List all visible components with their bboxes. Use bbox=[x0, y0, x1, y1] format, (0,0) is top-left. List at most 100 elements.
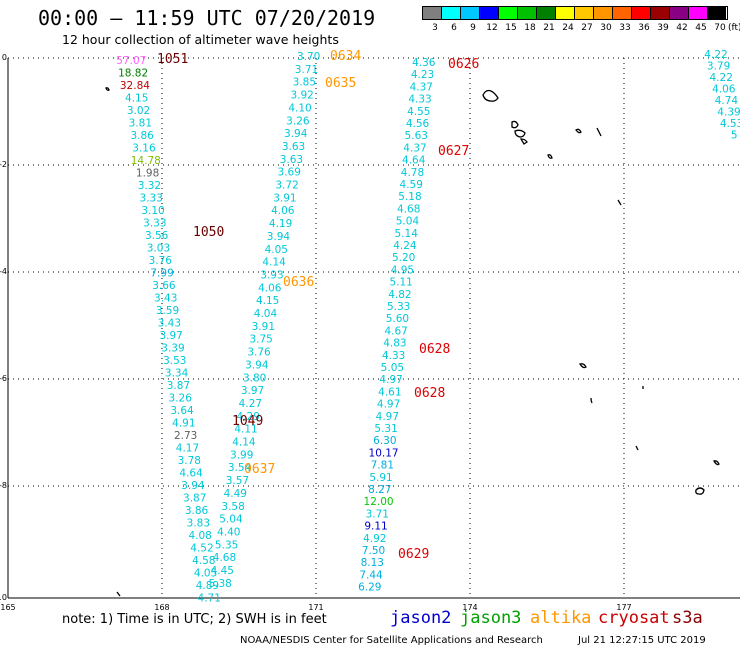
wave-height-value: 4.19 bbox=[269, 218, 292, 230]
wave-height-value: 4.58 bbox=[192, 555, 215, 567]
island-shape bbox=[617, 199, 622, 206]
wave-height-value: 5.33 bbox=[387, 301, 410, 313]
wave-height-value: 3.76 bbox=[149, 255, 173, 267]
wave-height-value: 3.91 bbox=[273, 192, 296, 204]
wave-height-value: 18.82 bbox=[118, 68, 148, 80]
wave-height-value: 4.97 bbox=[377, 399, 400, 411]
pass-label: 0626 bbox=[448, 57, 479, 72]
wave-height-value: 4.05 bbox=[194, 568, 217, 580]
wave-height-value: 4.68 bbox=[213, 552, 236, 564]
wave-height-value: 3.94 bbox=[267, 231, 291, 243]
wave-height-value: 3.33 bbox=[143, 218, 166, 230]
scale-swatch bbox=[631, 6, 650, 20]
wave-height-value: 5.31 bbox=[374, 423, 397, 435]
x-tick-label: 165 bbox=[0, 603, 15, 612]
wave-height-value: 4.39 bbox=[717, 107, 740, 119]
wave-height-value: 5.18 bbox=[398, 191, 421, 203]
wave-height-value: 4.22 bbox=[710, 72, 733, 84]
wave-height-value: 4.91 bbox=[172, 418, 195, 430]
wave-height-value: 3.59 bbox=[156, 305, 179, 317]
scale-label: 9 bbox=[470, 23, 476, 33]
wave-height-value: 3.85 bbox=[293, 77, 316, 89]
scale-swatch bbox=[460, 6, 479, 20]
wave-height-value: 3.71 bbox=[366, 508, 389, 520]
wave-height-value: 3.86 bbox=[130, 130, 154, 142]
pass-label: 1051 bbox=[157, 52, 188, 67]
pass-label: 1050 bbox=[193, 225, 224, 240]
wave-height-value: 9.11 bbox=[364, 521, 387, 533]
wave-height-value: 3.26 bbox=[286, 115, 310, 127]
wave-height-value: 3.97 bbox=[241, 385, 264, 397]
wave-height-value: 4.33 bbox=[382, 350, 405, 362]
wave-height-value: 3.81 bbox=[129, 118, 152, 130]
y-tick-label: -8 bbox=[0, 481, 7, 490]
wave-height-value: 4.82 bbox=[388, 289, 411, 301]
island-shape bbox=[695, 487, 705, 495]
scale-label: 30 bbox=[600, 23, 612, 33]
page-subtitle: 12 hour collection of altimeter wave hei… bbox=[62, 32, 339, 47]
wave-height-value: 4.23 bbox=[411, 69, 434, 81]
wave-height-value: 3.03 bbox=[147, 243, 170, 255]
wave-height-value: 3.93 bbox=[260, 269, 283, 281]
wave-height-value: 3.99 bbox=[230, 449, 253, 461]
wave-height-value: 3.83 bbox=[187, 518, 210, 530]
pass-label: 0628 bbox=[414, 386, 445, 401]
wave-height-value: 5.35 bbox=[215, 539, 238, 551]
wave-height-value: 3.78 bbox=[178, 455, 201, 467]
axis-ticks: 0 -2 -4 -6 -8 -10165 168 171 174 177 bbox=[0, 53, 632, 612]
wave-height-value: 4.53 bbox=[720, 118, 740, 130]
wave-height-value: 5.04 bbox=[219, 514, 243, 526]
wave-height-value: 4.55 bbox=[407, 106, 430, 118]
wave-height-value: 4.49 bbox=[224, 488, 247, 500]
wave-height-value: 2.73 bbox=[174, 430, 197, 442]
island-shape bbox=[105, 87, 110, 91]
wave-height-value: 5.20 bbox=[392, 252, 415, 264]
wave-height-value: 3.87 bbox=[167, 380, 190, 392]
scale-label: 15 bbox=[505, 23, 517, 33]
scale-swatch bbox=[517, 6, 536, 20]
wave-height-value: 5.38 bbox=[208, 578, 231, 590]
legend-jason2: jason2 bbox=[390, 608, 452, 628]
island-shape bbox=[590, 397, 593, 404]
scale-label: 70 bbox=[714, 23, 726, 33]
legend-s3a: s3a bbox=[672, 608, 703, 628]
pass-label: 0635 bbox=[325, 76, 356, 91]
wave-height-value: 3.43 bbox=[158, 318, 181, 330]
wave-height-value: 4.97 bbox=[376, 411, 399, 423]
page-title: 00:00 – 11:59 UTC 07/20/2019 bbox=[38, 6, 376, 30]
scale-label: 18 bbox=[524, 23, 536, 33]
wave-height-value: 4.36 bbox=[412, 57, 436, 69]
scale-swatch bbox=[555, 6, 574, 20]
wave-height-value: 5.91 bbox=[369, 472, 392, 484]
wave-height-value: 4.52 bbox=[190, 543, 213, 555]
scale-swatch bbox=[479, 6, 498, 20]
wave-height-value: 3.86 bbox=[185, 505, 209, 517]
scale-label: 6 bbox=[451, 23, 457, 33]
wave-height-value: 4.15 bbox=[125, 93, 148, 105]
wave-height-value: 8.13 bbox=[361, 557, 384, 569]
wave-height-value: 3.02 bbox=[127, 105, 150, 117]
wave-height-value: 57.07 bbox=[116, 55, 146, 67]
pass-label: 0634 bbox=[330, 49, 361, 64]
scale-label: (ft) bbox=[728, 23, 740, 33]
scale-label: 24 bbox=[562, 23, 574, 33]
wave-height-value: 3.32 bbox=[138, 180, 161, 192]
wave-height-value: 5.11 bbox=[389, 277, 412, 289]
wave-height-value: 1.98 bbox=[136, 168, 159, 180]
island-shape bbox=[578, 363, 587, 369]
scale-label: 36 bbox=[638, 23, 650, 33]
scale-swatch bbox=[574, 6, 593, 20]
wave-height-value: 6.29 bbox=[358, 582, 381, 594]
pass-label: 0637 bbox=[244, 462, 275, 477]
scale-swatch bbox=[650, 6, 669, 20]
y-tick-label: -6 bbox=[0, 374, 7, 383]
wave-height-value: 7.99 bbox=[150, 268, 173, 280]
wave-height-value: 4.61 bbox=[378, 386, 401, 398]
wave-height-value: 3.33 bbox=[140, 193, 163, 205]
wave-height-value: 4.40 bbox=[217, 526, 240, 538]
wave-height-value: 5 bbox=[731, 130, 738, 142]
wave-height-value: 3.26 bbox=[169, 393, 193, 405]
wave-height-value: 14.78 bbox=[131, 155, 161, 167]
wave-height-value: 3.63 bbox=[280, 154, 303, 166]
